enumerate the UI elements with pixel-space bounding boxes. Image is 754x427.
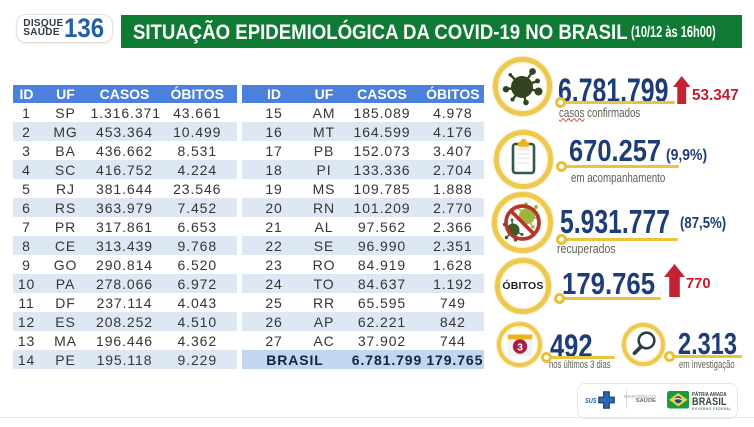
svg-text:3: 3 — [517, 341, 523, 353]
